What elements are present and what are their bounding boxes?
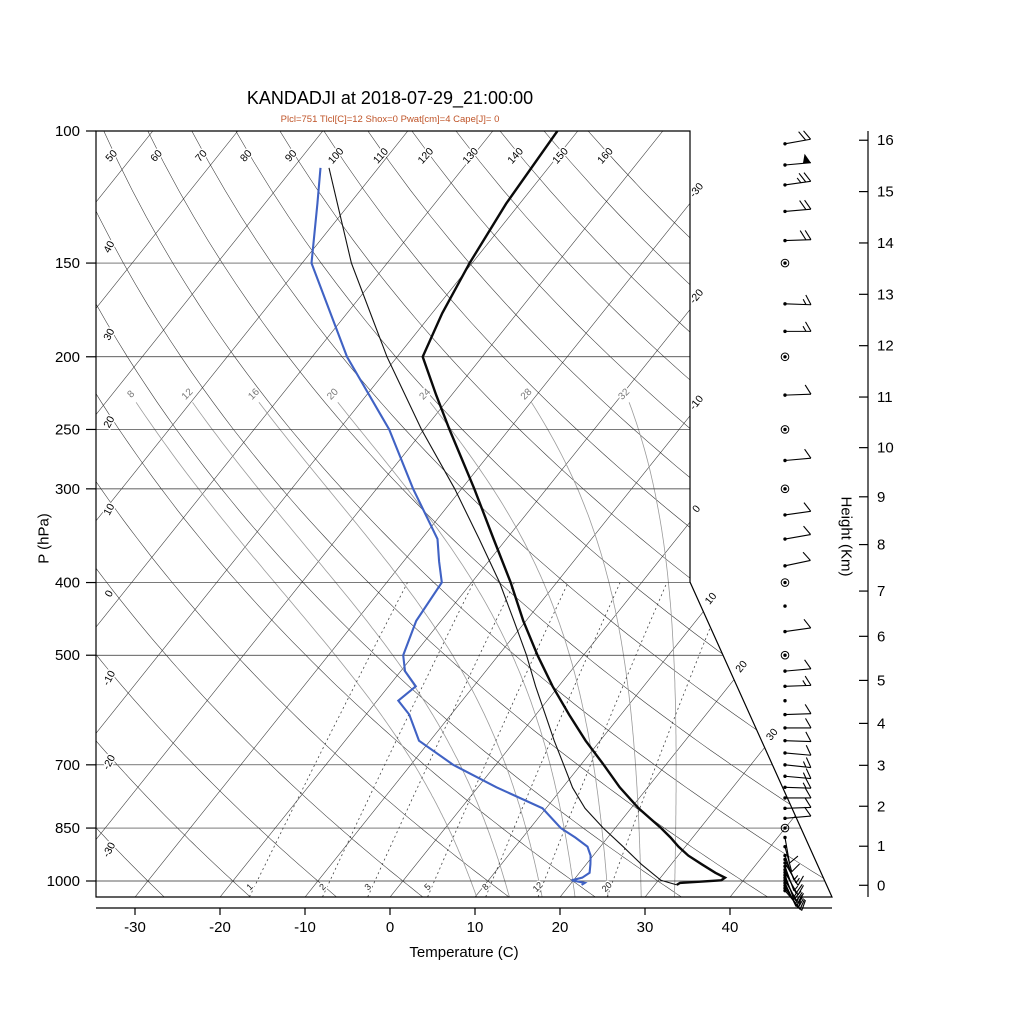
svg-text:1: 1 — [244, 882, 255, 893]
svg-text:300: 300 — [55, 481, 80, 498]
svg-text:16: 16 — [877, 132, 894, 149]
svg-text:0: 0 — [690, 503, 703, 515]
svg-text:120: 120 — [416, 145, 437, 166]
svg-text:140: 140 — [505, 145, 526, 166]
svg-text:250: 250 — [55, 421, 80, 438]
svg-text:-10: -10 — [100, 668, 118, 687]
svg-text:700: 700 — [55, 757, 80, 774]
svg-text:10: 10 — [101, 501, 117, 517]
svg-text:-30: -30 — [124, 919, 146, 936]
svg-text:500: 500 — [55, 647, 80, 664]
svg-text:24: 24 — [418, 386, 434, 402]
svg-text:13: 13 — [877, 286, 894, 303]
svg-text:130: 130 — [460, 145, 481, 166]
svg-text:60: 60 — [148, 148, 165, 165]
svg-text:2: 2 — [317, 882, 328, 893]
svg-text:16: 16 — [246, 386, 262, 402]
svg-text:15: 15 — [877, 184, 894, 201]
svg-text:5: 5 — [877, 672, 885, 689]
svg-text:3: 3 — [877, 757, 885, 774]
svg-text:-10: -10 — [294, 919, 316, 936]
svg-text:5: 5 — [422, 882, 433, 893]
svg-text:8: 8 — [480, 882, 491, 893]
svg-text:0: 0 — [877, 877, 885, 894]
svg-text:100: 100 — [55, 123, 80, 140]
svg-text:9: 9 — [877, 489, 885, 506]
svg-text:150: 150 — [550, 145, 571, 166]
svg-text:0: 0 — [103, 588, 116, 599]
svg-text:2: 2 — [877, 798, 885, 815]
svg-text:6: 6 — [877, 628, 885, 645]
svg-text:100: 100 — [326, 145, 347, 166]
svg-text:30: 30 — [637, 919, 654, 936]
chart-title: KANDADJI at 2018-07-29_21:00:00 — [246, 88, 534, 108]
svg-text:-20: -20 — [209, 919, 231, 936]
svg-text:80: 80 — [238, 148, 255, 165]
svg-text:150: 150 — [55, 255, 80, 272]
svg-text:1: 1 — [877, 838, 885, 855]
svg-text:850: 850 — [55, 820, 80, 837]
svg-text:8: 8 — [877, 537, 885, 554]
svg-text:7: 7 — [877, 583, 885, 600]
svg-text:20: 20 — [101, 414, 117, 430]
svg-text:40: 40 — [722, 919, 739, 936]
svg-text:8: 8 — [125, 388, 137, 400]
svg-text:3: 3 — [362, 882, 373, 893]
svg-text:20: 20 — [600, 880, 614, 894]
chart-info-line: Plcl=751 Tlcl[C]=12 Shox=0 Pwat[cm]=4 Ca… — [280, 114, 500, 125]
svg-text:32: 32 — [617, 386, 633, 402]
svg-text:12: 12 — [180, 386, 196, 402]
svg-text:110: 110 — [371, 146, 391, 167]
svg-text:20: 20 — [325, 386, 341, 402]
svg-text:160: 160 — [595, 145, 616, 166]
svg-text:-20: -20 — [100, 753, 118, 772]
svg-text:50: 50 — [103, 148, 120, 165]
svg-text:40: 40 — [101, 239, 117, 255]
svg-text:70: 70 — [193, 148, 210, 165]
svg-text:14: 14 — [877, 235, 894, 252]
svg-text:10: 10 — [703, 590, 720, 607]
svg-text:11: 11 — [877, 389, 893, 406]
svg-text:10: 10 — [877, 440, 894, 457]
svg-text:-30: -30 — [100, 840, 118, 859]
svg-text:20: 20 — [552, 919, 569, 936]
svg-text:1000: 1000 — [47, 873, 80, 890]
svg-text:0: 0 — [386, 919, 394, 936]
temperature-axis-label: Temperature (C) — [409, 944, 519, 961]
svg-text:30: 30 — [764, 726, 781, 743]
svg-text:10: 10 — [467, 919, 484, 936]
svg-text:12: 12 — [877, 338, 894, 355]
svg-text:400: 400 — [55, 575, 80, 592]
svg-text:20: 20 — [733, 658, 750, 675]
svg-text:12: 12 — [531, 880, 545, 894]
svg-text:200: 200 — [55, 349, 80, 366]
svg-text:90: 90 — [283, 148, 300, 165]
svg-text:4: 4 — [877, 715, 885, 732]
svg-text:30: 30 — [101, 326, 117, 342]
